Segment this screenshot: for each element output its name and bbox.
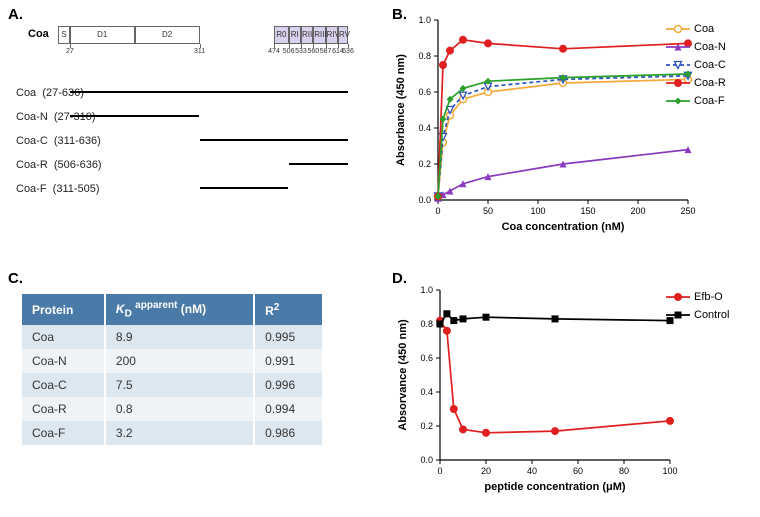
legend-item-Coa-R: Coa-R — [666, 74, 726, 92]
svg-text:Absorbance (450 nm): Absorbance (450 nm) — [395, 54, 407, 166]
legend-b: CoaCoa-NCoa-CCoa-RCoa-F — [666, 20, 726, 110]
domain-RIV: RIV — [326, 26, 338, 44]
domain-diagram: SD1D2R0RIRIIRIIIRIVRV2731147450653356058… — [58, 26, 348, 56]
svg-text:peptide concentration (μM): peptide concentration (μM) — [484, 481, 626, 493]
panel-a: A. Coa SD1D2R0RIRIIRIIIRIVRV273114745065… — [8, 6, 368, 216]
chart-b: 0 50 100 150 200 250 0.0 0.2 0.4 0.6 0.8 1.0 Coa con… — [392, 10, 698, 242]
col-Kd_apparent_nM: KD apparent (nM) — [105, 294, 254, 325]
domain-R0: R0 — [274, 26, 289, 44]
svg-text:0.8: 0.8 — [420, 319, 433, 329]
domain-D1: D1 — [70, 26, 135, 44]
legend-item-Coa-F: Coa-F — [666, 92, 726, 110]
svg-text:0.2: 0.2 — [420, 421, 433, 431]
svg-text:80: 80 — [619, 466, 629, 476]
col-Protein: Protein — [22, 294, 105, 325]
svg-text:Absorvance (450 nm): Absorvance (450 nm) — [397, 319, 409, 431]
domain-RV: RV — [338, 26, 348, 44]
svg-text:250: 250 — [680, 206, 695, 216]
svg-text:0.2: 0.2 — [418, 159, 431, 169]
svg-text:100: 100 — [662, 466, 677, 476]
svg-text:1.0: 1.0 — [418, 15, 431, 25]
panel-c-label: C. — [8, 270, 23, 287]
svg-text:200: 200 — [630, 206, 645, 216]
svg-text:150: 150 — [580, 206, 595, 216]
svg-text:Coa concentration (nM): Coa concentration (nM) — [502, 221, 625, 233]
svg-text:0.4: 0.4 — [420, 387, 433, 397]
domain-D2: D2 — [135, 26, 200, 44]
col-R2: R2 — [254, 294, 322, 325]
table-row: Coa8.90.995 — [22, 325, 322, 349]
svg-text:0.6: 0.6 — [420, 353, 433, 363]
svg-text:0.0: 0.0 — [418, 195, 431, 205]
panel-a-label: A. — [8, 6, 23, 23]
table-row: Coa-F3.20.986 — [22, 421, 322, 445]
chart-d: 0 20 40 60 80 100 0.0 0.2 0.4 0.6 0.8 1.0 peptide co… — [392, 280, 680, 502]
legend-item-Coa: Coa — [666, 20, 726, 38]
legend-d: Efb-OControl — [666, 288, 729, 324]
legend-item-Coa-N: Coa-N — [666, 38, 726, 56]
table-row: Coa-R0.80.994 — [22, 397, 322, 421]
svg-text:0.0: 0.0 — [420, 455, 433, 465]
svg-text:50: 50 — [483, 206, 493, 216]
domain-RII: RII — [301, 26, 313, 44]
domain-S: S — [58, 26, 70, 44]
legend-item-Efb-O: Efb-O — [666, 288, 729, 306]
table-row: Coa-N2000.991 — [22, 349, 322, 373]
svg-text:60: 60 — [573, 466, 583, 476]
svg-text:100: 100 — [530, 206, 545, 216]
panel-c: C. ProteinKD apparent (nM)R2 Coa8.90.995… — [8, 270, 358, 445]
svg-text:0: 0 — [437, 466, 442, 476]
svg-text:1.0: 1.0 — [420, 285, 433, 295]
svg-text:0.6: 0.6 — [418, 87, 431, 97]
svg-text:20: 20 — [481, 466, 491, 476]
table-row: Coa-C7.50.996 — [22, 373, 322, 397]
svg-text:0.4: 0.4 — [418, 123, 431, 133]
legend-item-Control: Control — [666, 306, 729, 324]
domain-RIII: RIII — [313, 26, 325, 44]
legend-item-Coa-C: Coa-C — [666, 56, 726, 74]
svg-text:40: 40 — [527, 466, 537, 476]
coa-title: Coa — [28, 28, 49, 40]
svg-text:0: 0 — [435, 206, 440, 216]
domain-RI: RI — [289, 26, 301, 44]
kd-table: ProteinKD apparent (nM)R2 Coa8.90.995Coa… — [22, 294, 322, 445]
svg-text:0.8: 0.8 — [418, 51, 431, 61]
